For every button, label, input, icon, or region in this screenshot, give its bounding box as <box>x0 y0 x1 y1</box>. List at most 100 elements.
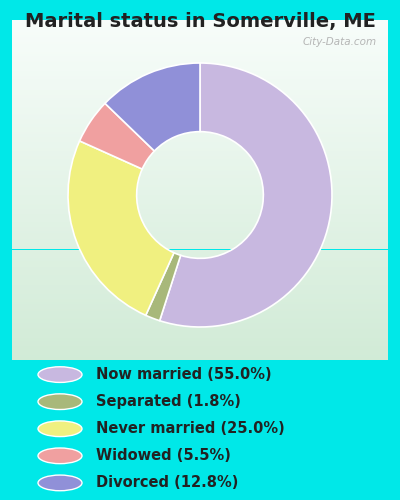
Bar <box>12 58 388 59</box>
Bar <box>12 262 388 263</box>
Bar <box>12 134 388 136</box>
Bar <box>12 352 388 353</box>
Bar <box>12 95 388 96</box>
Bar <box>12 52 388 54</box>
Bar <box>12 25 388 27</box>
Bar <box>12 229 388 231</box>
Bar <box>12 294 388 296</box>
Bar <box>12 244 388 246</box>
Bar <box>12 170 388 172</box>
Circle shape <box>38 421 82 436</box>
Bar <box>12 204 388 206</box>
Bar <box>12 186 388 188</box>
Bar <box>12 185 388 186</box>
Bar <box>12 280 388 282</box>
Bar <box>12 68 388 70</box>
Wedge shape <box>68 141 174 316</box>
Bar <box>12 146 388 148</box>
Bar <box>12 149 388 151</box>
Bar <box>12 115 388 117</box>
Bar <box>12 318 388 319</box>
Bar <box>12 140 388 142</box>
Bar <box>12 105 388 106</box>
Bar <box>12 120 388 122</box>
Bar <box>12 104 388 105</box>
Bar <box>12 256 388 258</box>
Bar <box>12 106 388 108</box>
Bar <box>12 83 388 84</box>
Bar <box>12 217 388 219</box>
Bar <box>12 100 388 102</box>
Bar <box>12 61 388 62</box>
Bar <box>12 356 388 358</box>
Bar <box>12 98 388 100</box>
Bar <box>12 240 388 241</box>
Bar <box>12 253 388 254</box>
Bar <box>12 194 388 195</box>
Bar <box>12 197 388 198</box>
Bar <box>12 306 388 308</box>
Bar <box>12 285 388 287</box>
Bar <box>12 62 388 64</box>
Bar <box>12 234 388 236</box>
Bar <box>12 342 388 343</box>
Text: Widowed (5.5%): Widowed (5.5%) <box>96 448 231 464</box>
Bar <box>12 148 388 149</box>
Bar <box>12 195 388 197</box>
Bar <box>12 183 388 185</box>
Bar <box>12 72 388 74</box>
Bar <box>12 80 388 81</box>
Bar <box>12 190 388 192</box>
Bar <box>12 160 388 161</box>
Bar <box>12 47 388 49</box>
Bar <box>12 265 388 266</box>
Bar <box>12 219 388 220</box>
Bar <box>12 71 388 72</box>
Bar <box>12 178 388 180</box>
Bar <box>12 200 388 202</box>
Bar <box>12 236 388 238</box>
Bar <box>12 310 388 312</box>
Bar <box>12 151 388 152</box>
Bar <box>12 46 388 47</box>
Bar <box>12 130 388 132</box>
Bar <box>12 28 388 30</box>
Bar <box>12 266 388 268</box>
Bar <box>12 299 388 300</box>
Bar <box>12 86 388 88</box>
Bar <box>12 322 388 324</box>
Bar <box>12 334 388 336</box>
Text: Marital status in Somerville, ME: Marital status in Somerville, ME <box>24 12 376 32</box>
Bar <box>12 37 388 38</box>
Bar <box>12 206 388 207</box>
Bar <box>12 36 388 37</box>
Bar <box>12 246 388 248</box>
Bar <box>12 20 388 21</box>
Bar <box>12 232 388 234</box>
Bar <box>12 182 388 183</box>
Bar <box>12 90 388 92</box>
Bar <box>12 158 388 160</box>
Bar <box>12 192 388 194</box>
Bar <box>12 174 388 176</box>
Bar <box>12 275 388 276</box>
Bar <box>12 353 388 355</box>
Text: Never married (25.0%): Never married (25.0%) <box>96 421 285 436</box>
Bar <box>12 288 388 290</box>
Bar <box>12 331 388 333</box>
Bar <box>12 126 388 127</box>
Bar <box>12 304 388 306</box>
Circle shape <box>38 394 82 409</box>
Bar <box>12 309 388 310</box>
Bar <box>12 30 388 32</box>
Bar <box>12 102 388 103</box>
Bar <box>12 336 388 338</box>
Bar <box>12 127 388 129</box>
Bar <box>12 338 388 340</box>
Bar <box>12 142 388 144</box>
Bar <box>12 270 388 272</box>
Bar <box>12 144 388 146</box>
Bar <box>12 248 388 250</box>
Bar <box>12 268 388 270</box>
Bar <box>12 348 388 350</box>
